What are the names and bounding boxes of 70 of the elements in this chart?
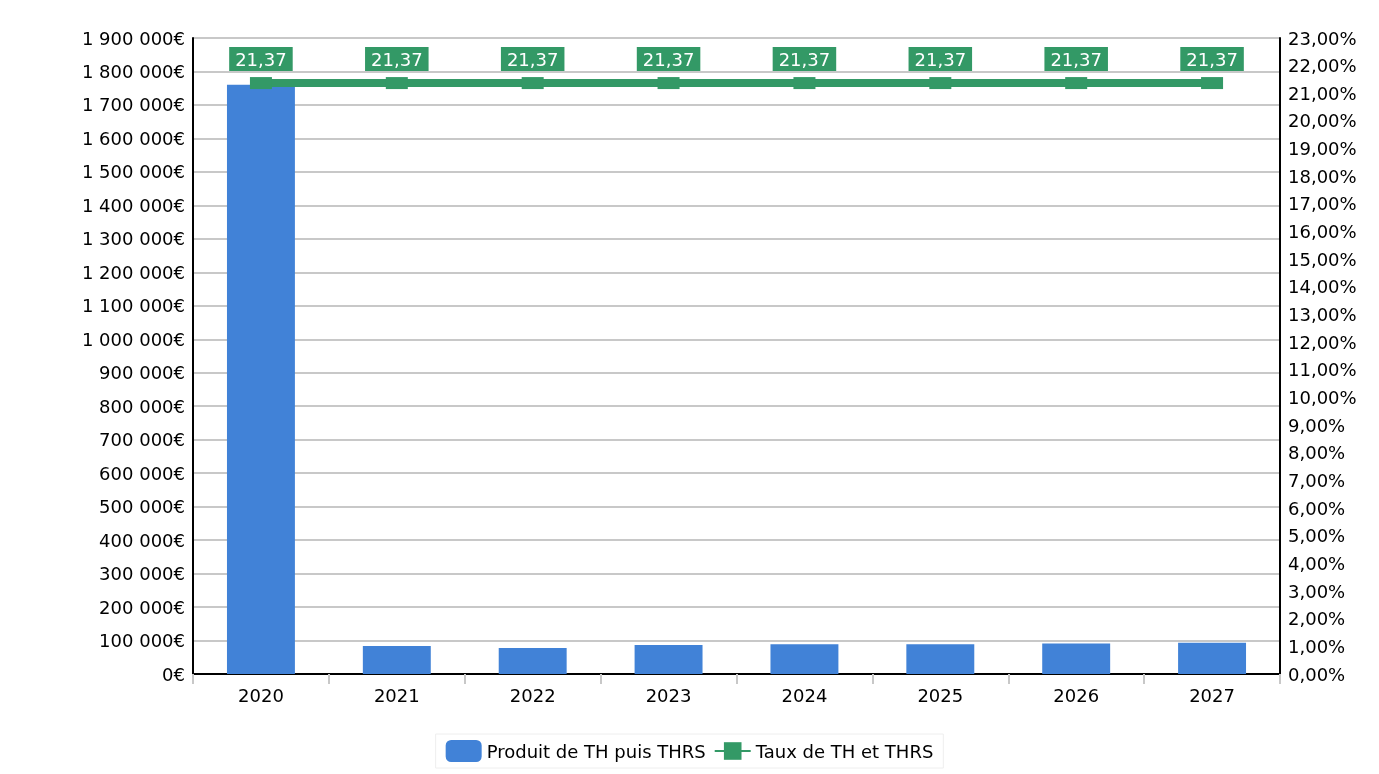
y-tick-label: 1 500 000€ xyxy=(81,161,185,183)
legend-label: Produit de TH puis THRS xyxy=(486,740,706,762)
data-label: 21,37 xyxy=(1186,48,1238,70)
x-tick-label: 2024 xyxy=(781,684,828,706)
y2-tick-label: 12,00% xyxy=(1288,331,1357,353)
y-tick-label: 1 700 000€ xyxy=(81,94,185,116)
bar xyxy=(362,645,431,674)
y-tick-label: 1 300 000€ xyxy=(81,228,185,250)
x-tick-label: 2020 xyxy=(238,684,284,706)
y-tick-label: 600 000€ xyxy=(99,462,185,484)
y-tick-label: 1 000 000€ xyxy=(81,328,185,350)
y-tick-label: 900 000€ xyxy=(99,362,185,384)
y-tick-label: 1 400 000€ xyxy=(81,194,185,216)
y-tick-label: 200 000€ xyxy=(99,596,185,618)
y2-tick-label: 23,00% xyxy=(1288,27,1357,49)
legend-label: Taux de TH et THRS xyxy=(754,740,934,762)
y2-tick-label: 15,00% xyxy=(1288,248,1357,270)
y2-tick-label: 2,00% xyxy=(1288,608,1346,630)
bar xyxy=(634,644,703,674)
y2-tick-label: 21,00% xyxy=(1288,82,1357,104)
x-tick-label: 2021 xyxy=(373,684,420,706)
y2-tick-label: 9,00% xyxy=(1288,414,1346,436)
y2-tick-label: 11,00% xyxy=(1288,359,1357,381)
y2-tick-label: 0,00% xyxy=(1288,663,1346,685)
y-tick-label: 1 600 000€ xyxy=(81,127,185,149)
y2-tick-label: 22,00% xyxy=(1288,55,1357,77)
y2-tick-label: 19,00% xyxy=(1288,138,1357,160)
y-tick-label: 800 000€ xyxy=(99,395,185,417)
y2-tick-label: 3,00% xyxy=(1288,580,1346,602)
y2-tick-label: 7,00% xyxy=(1288,469,1346,491)
y2-tick-label: 20,00% xyxy=(1288,110,1357,132)
y2-tick-label: 8,00% xyxy=(1288,442,1346,464)
y-tick-label: 700 000€ xyxy=(99,429,185,451)
y-tick-label: 1 800 000€ xyxy=(81,60,185,82)
y2-tick-label: 17,00% xyxy=(1288,193,1357,215)
y-tick-label: 1 100 000€ xyxy=(81,295,185,317)
y-tick-label: 1 900 000€ xyxy=(81,27,185,49)
x-tick-label: 2023 xyxy=(645,684,692,706)
bar xyxy=(906,644,975,674)
data-label: 21,37 xyxy=(235,48,287,70)
y2-tick-label: 5,00% xyxy=(1288,525,1346,547)
data-label: 21,37 xyxy=(778,48,831,70)
x-tick-label: 2026 xyxy=(1053,684,1100,706)
y-tick-label: 500 000€ xyxy=(99,496,185,518)
data-label: 21,37 xyxy=(642,48,695,70)
y2-tick-label: 16,00% xyxy=(1288,221,1357,243)
x-tick-label: 2027 xyxy=(1189,684,1235,706)
y-tick-label: 300 000€ xyxy=(99,563,185,585)
y2-tick-label: 10,00% xyxy=(1288,386,1357,408)
y-tick-label: 1 200 000€ xyxy=(81,261,185,283)
y-tick-label: 100 000€ xyxy=(99,630,185,652)
x-tick-label: 2022 xyxy=(509,684,556,706)
y2-tick-label: 1,00% xyxy=(1288,635,1346,657)
bar xyxy=(1178,642,1247,674)
y-tick-label: 0€ xyxy=(162,663,185,685)
x-tick-label: 2025 xyxy=(917,684,964,706)
y-tick-label: 400 000€ xyxy=(99,529,185,551)
y2-tick-label: 13,00% xyxy=(1288,304,1357,326)
bar xyxy=(770,644,839,674)
y2-tick-label: 18,00% xyxy=(1288,165,1357,187)
y2-tick-label: 4,00% xyxy=(1288,552,1346,574)
bar xyxy=(498,647,567,674)
data-label: 21,37 xyxy=(506,48,559,70)
data-label: 21,37 xyxy=(914,48,967,70)
data-label: 21,37 xyxy=(1050,48,1102,70)
y2-tick-label: 14,00% xyxy=(1288,276,1357,298)
data-label: 21,37 xyxy=(371,48,423,70)
bar xyxy=(226,84,295,674)
bar xyxy=(1042,643,1111,674)
y2-tick-label: 6,00% xyxy=(1288,497,1346,519)
